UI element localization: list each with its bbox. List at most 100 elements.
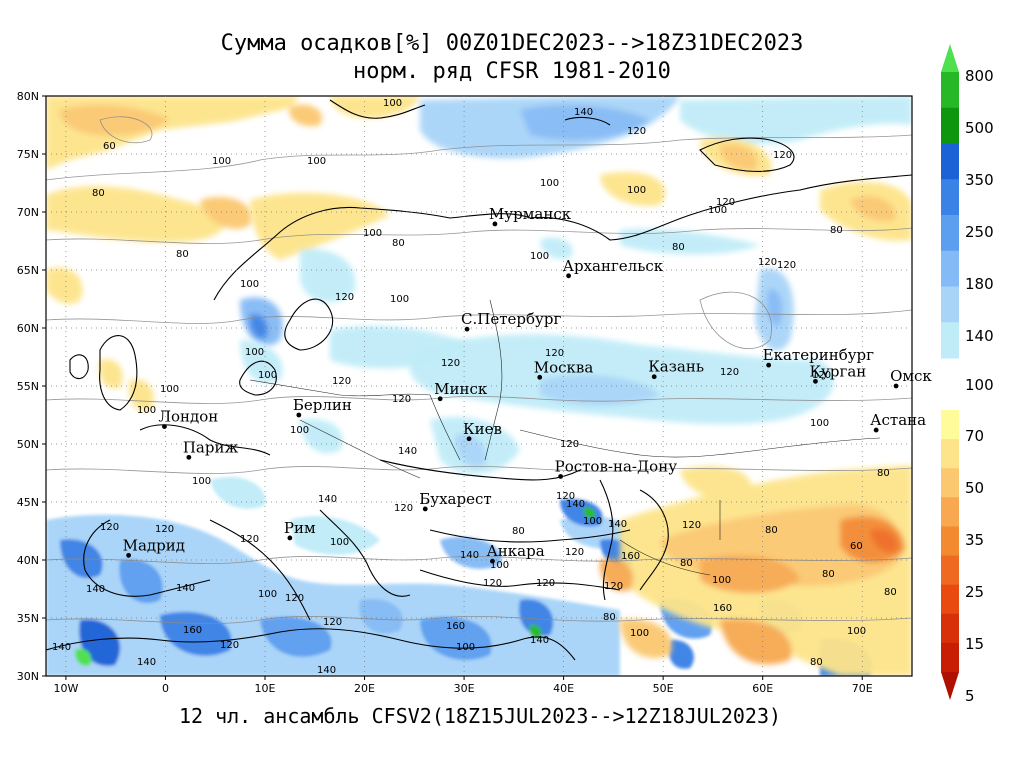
svg-text:120: 120 xyxy=(394,503,413,514)
svg-text:100: 100 xyxy=(456,642,475,653)
svg-text:140: 140 xyxy=(317,665,336,676)
svg-text:140: 140 xyxy=(176,583,195,594)
svg-text:100: 100 xyxy=(530,251,549,262)
svg-text:80: 80 xyxy=(765,525,778,536)
lon-label: 10W xyxy=(53,682,78,695)
city-label: Лондон xyxy=(158,408,218,426)
svg-text:140: 140 xyxy=(530,635,549,646)
map-title-line2: норм. ряд CFSR 1981-2010 xyxy=(353,59,671,84)
svg-text:120: 120 xyxy=(536,578,555,589)
colorbar-segment xyxy=(941,179,959,216)
colorbar-segment xyxy=(941,410,959,440)
city-14: Ростов-на-Дону xyxy=(555,457,678,479)
city-label: Курган xyxy=(809,362,866,380)
svg-text:80: 80 xyxy=(884,587,897,598)
city-label: Париж xyxy=(183,438,239,456)
svg-text:120: 120 xyxy=(100,522,119,533)
colorbar-segment xyxy=(941,468,959,498)
city-dot xyxy=(186,454,192,460)
svg-text:100: 100 xyxy=(330,537,349,548)
colorbar-arrow-top xyxy=(941,44,959,72)
svg-text:100: 100 xyxy=(240,279,259,290)
city-label: Анкара xyxy=(486,542,544,560)
svg-text:60: 60 xyxy=(103,141,116,152)
svg-text:120: 120 xyxy=(720,367,739,378)
svg-text:140: 140 xyxy=(318,494,337,505)
city-dot xyxy=(651,374,657,380)
svg-text:120: 120 xyxy=(758,257,777,268)
city-markers: Мурманск Архангельск С.Петербург Москва Каза… xyxy=(123,205,932,564)
lon-label: 60E xyxy=(752,682,773,695)
svg-text:120: 120 xyxy=(155,524,174,535)
city-dot xyxy=(558,474,564,479)
city-dot xyxy=(813,378,818,384)
colorbar-label: 250 xyxy=(965,223,994,241)
city-8: Астана xyxy=(870,411,926,433)
svg-text:140: 140 xyxy=(86,584,105,595)
svg-text:140: 140 xyxy=(460,550,479,561)
svg-text:100: 100 xyxy=(212,156,231,167)
svg-text:100: 100 xyxy=(290,425,309,436)
svg-text:100: 100 xyxy=(390,294,409,305)
svg-text:80: 80 xyxy=(603,612,616,623)
colorbar-label: 70 xyxy=(965,427,984,445)
city-label: С.Петербург xyxy=(461,310,561,328)
lon-label: 10E xyxy=(255,682,276,695)
lon-label: 70E xyxy=(852,682,873,695)
city-dot xyxy=(766,362,772,368)
svg-text:80: 80 xyxy=(92,188,105,199)
svg-text:80: 80 xyxy=(512,526,525,537)
lat-label: 30N xyxy=(17,670,39,683)
colorbar-segment xyxy=(941,613,959,644)
colorbar-segment xyxy=(941,286,959,323)
city-2: С.Петербург xyxy=(461,310,561,332)
svg-text:80: 80 xyxy=(810,657,823,668)
city-dot xyxy=(437,396,443,402)
city-15: Бухарест xyxy=(419,490,492,512)
city-dot xyxy=(893,383,899,389)
city-3: Москва xyxy=(534,358,594,380)
svg-text:120: 120 xyxy=(716,197,735,208)
svg-text:100: 100 xyxy=(708,205,727,216)
city-label: Ростов-на-Дону xyxy=(555,457,678,475)
city-label: Астана xyxy=(870,411,926,429)
city-6: Курган xyxy=(809,362,866,384)
svg-text:80: 80 xyxy=(392,238,405,249)
city-dot xyxy=(466,436,472,442)
colorbar-label: 15 xyxy=(965,635,984,653)
svg-text:120: 120 xyxy=(773,150,792,161)
svg-text:120: 120 xyxy=(335,292,354,303)
svg-text:160: 160 xyxy=(446,621,465,632)
city-label: Архангельск xyxy=(563,257,664,275)
city-label: Мурманск xyxy=(489,205,572,223)
svg-text:120: 120 xyxy=(323,617,342,628)
svg-text:140: 140 xyxy=(398,446,417,457)
svg-text:100: 100 xyxy=(630,628,649,639)
city-dot xyxy=(537,374,543,380)
city-16: Рим xyxy=(284,519,316,541)
svg-text:100: 100 xyxy=(383,98,402,109)
model-footer: 12 чл. ансамбль CFSV2(18Z15JUL2023-->12Z… xyxy=(178,704,782,728)
city-label: Омск xyxy=(890,367,932,385)
city-4: Казань xyxy=(648,358,704,380)
svg-text:100: 100 xyxy=(540,178,559,189)
city-label: Екатеринбург xyxy=(763,346,874,364)
svg-text:140: 140 xyxy=(137,657,156,668)
svg-text:100: 100 xyxy=(627,185,646,196)
city-dot xyxy=(296,412,302,418)
city-dot xyxy=(422,506,428,512)
lat-label: 35N xyxy=(17,612,39,625)
colorbar-segment xyxy=(941,215,959,252)
lat-label: 40N xyxy=(17,554,39,567)
lat-label: 55N xyxy=(17,380,39,393)
svg-text:120: 120 xyxy=(220,640,239,651)
city-10: Киев xyxy=(463,420,502,442)
svg-text:120: 120 xyxy=(483,578,502,589)
colorbar-label: 180 xyxy=(965,275,994,293)
city-label: Москва xyxy=(534,358,594,376)
colorbar-segment xyxy=(941,584,959,615)
map-title-line1: Сумма осадков[%] 00Z01DEC2023-->18Z31DEC… xyxy=(220,31,804,56)
svg-text:80: 80 xyxy=(680,558,693,569)
city-label: Бухарест xyxy=(419,490,491,508)
city-label: Рим xyxy=(284,519,316,537)
